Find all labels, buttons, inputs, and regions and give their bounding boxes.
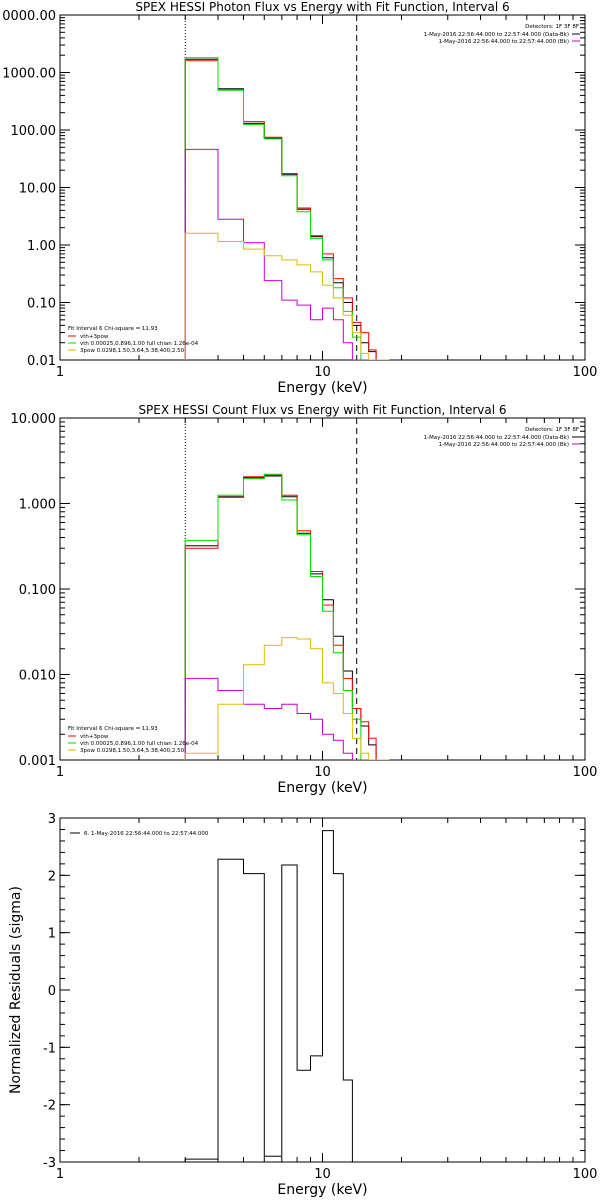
series-1-histogram [184, 60, 390, 360]
x-tick-label: 100 [573, 365, 598, 380]
x-axis-label: Energy (keV) [277, 1182, 367, 1198]
series-1-histogram [184, 474, 390, 760]
y-tick-label: 1 [48, 927, 56, 942]
y-tick-label: -2 [43, 1099, 56, 1114]
legend-entry-text: vth 0.00025,0.896,1.00 full chian 1.26e-… [80, 341, 199, 347]
legend-entry-text: vth+3pow [80, 334, 109, 340]
residuals-chart: 1 10 100 Energy (keV) -3 -2 -1 0 1 2 3 Normalized R… [8, 812, 597, 1198]
series-0-histogram [184, 830, 353, 1162]
legend-entry-text: 3pow 0.0298,1.50,3.64,5.38,400,2.50 [80, 748, 185, 754]
series-group [184, 57, 390, 360]
y-tick-label: 0.001 [19, 754, 56, 769]
y-tick-label: 1.000 [19, 498, 56, 513]
y-tick-label: 0.010 [19, 669, 56, 684]
legend-entry-text: 3pow 0.0298,1.50,3.64,5.38,400,2.50 [80, 348, 185, 354]
y-axis-label: Normalized Residuals (sigma) [8, 886, 24, 1094]
x-tick-label: 1 [56, 1167, 64, 1182]
legend-entry-text: 1-May-2016 22:56:44.000 to 22:57:44.000 … [439, 442, 569, 448]
x-axis-label: Energy (keV) [277, 380, 367, 396]
legend-entry-text: vth+3pow [80, 734, 109, 740]
x-tick-label: 10 [314, 365, 331, 380]
count-flux-chart: SPEX HESSI Count Flux vs Energy with Fit… [11, 403, 598, 796]
y-tick-label: 3 [48, 812, 56, 827]
x-tick-label: 1 [56, 765, 64, 780]
legend-entry-text: 6. 1-May-2016 22:56:44.000 to 22:57:44.0… [84, 831, 209, 837]
x-axis-label: Energy (keV) [277, 780, 367, 796]
y-tick-label: 10.00 [19, 182, 56, 197]
series-group [184, 473, 390, 760]
series-group [184, 830, 353, 1162]
legend-entry-text: vth 0.00025,0.896,1.00 full chian 1.26e-… [80, 741, 199, 747]
legend-entry-text: 1-May-2016 22:56:44.000 to 22:57:44.000 … [439, 39, 569, 45]
y-tick-label: 0.100 [19, 583, 56, 598]
legend-fit-header: Fit Interval 6 Chi-square = 11.93 [68, 326, 158, 332]
legend-entry-text: 1-May-2016 22:56:44.000 to 22:57:44.000 … [424, 32, 569, 38]
legend-fit-header: Fit Interval 6 Chi-square = 11.93 [68, 726, 158, 732]
photon-flux-chart: SPEX HESSI Photon Flux vs Energy with Fi… [2, 0, 597, 396]
y-tick-label: 2 [48, 869, 56, 884]
chart-title: SPEX HESSI Count Flux vs Energy with Fit… [138, 403, 506, 417]
x-tick-label: 100 [573, 765, 598, 780]
y-tick-label: 10.000 [11, 412, 57, 427]
x-tick-label: 10 [314, 765, 331, 780]
y-tick-label: 0.01 [27, 354, 56, 369]
chart-title: SPEX HESSI Photon Flux vs Energy with Fi… [135, 0, 509, 14]
y-tick-label: 0 [48, 984, 56, 999]
y-tick-label: 0.10 [27, 297, 56, 312]
y-tick-label: -3 [43, 1156, 56, 1171]
series-0-histogram [184, 475, 390, 760]
x-tick-label: 10 [314, 1167, 331, 1182]
y-tick-label: -1 [43, 1041, 56, 1056]
series-4-histogram [184, 637, 390, 760]
series-2-histogram [184, 57, 390, 360]
series-0-histogram [184, 58, 390, 360]
series-2-histogram [184, 473, 390, 760]
x-tick-label: 100 [573, 1167, 598, 1182]
y-tick-label: 1000.00 [2, 67, 56, 82]
legend-detectors: Detectors: 1F 3F 8F [525, 427, 579, 433]
legend-entry-text: 1-May-2016 22:56:44.000 to 22:57:44.000 … [424, 435, 569, 441]
y-tick-label: 1.00 [27, 239, 56, 254]
y-tick-label: 100.00 [11, 124, 57, 139]
legend-detectors: Detectors: 1F 3F 8F [525, 24, 579, 30]
y-tick-label: 0000.00 [2, 9, 56, 24]
x-tick-label: 1 [56, 365, 64, 380]
series-4-histogram [184, 232, 390, 360]
series-3-histogram [184, 148, 390, 360]
